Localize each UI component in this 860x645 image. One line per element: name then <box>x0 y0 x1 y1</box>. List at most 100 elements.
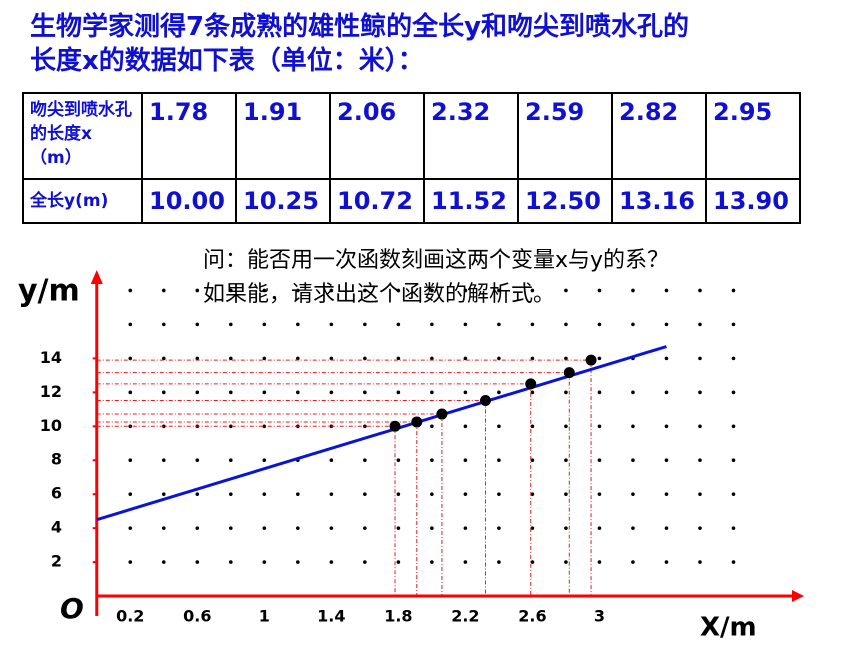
grid-dot <box>664 458 669 463</box>
table-cell: 13.16 <box>611 178 707 224</box>
grid-dot <box>396 390 401 395</box>
grid-dot <box>530 288 535 293</box>
grid-dot <box>195 288 200 293</box>
grid-dot <box>195 356 200 361</box>
data-point <box>585 354 597 366</box>
grid-dot <box>530 526 535 530</box>
table-cell: 13.90 <box>705 178 801 224</box>
grid-dot <box>698 288 702 293</box>
grid-dot <box>396 288 401 293</box>
grid-dot <box>664 390 669 395</box>
grid-dot <box>262 390 267 395</box>
x-tick-label: 0.6 <box>183 607 211 626</box>
grid-dot <box>664 322 669 327</box>
grid-dot <box>731 390 736 395</box>
grid-dot <box>564 288 568 293</box>
grid-dot <box>463 322 468 327</box>
title-line: 生物学家测得7条成熟的雄性鲸的全长y和吻尖到喷水孔的 <box>30 12 690 42</box>
title-line: 长度x的数据如下表（单位：米）： <box>30 46 424 76</box>
x-tick-label: 2.2 <box>451 607 479 626</box>
data-point <box>479 394 491 406</box>
grid-dot <box>564 492 568 496</box>
grid-dot <box>463 526 468 530</box>
grid-dot <box>128 526 133 530</box>
fit-line <box>96 345 667 522</box>
grid-dot <box>698 356 702 361</box>
grid-dot <box>564 560 568 564</box>
grid-dot <box>731 458 736 463</box>
grid-dot <box>731 526 736 530</box>
x-axis-label: X/m <box>700 613 757 643</box>
grid-dot <box>262 560 267 564</box>
grid-dot <box>329 390 334 395</box>
grid-dot <box>664 356 669 361</box>
grid-dot <box>229 356 233 361</box>
grid-dot <box>396 492 401 496</box>
grid-dot <box>128 492 133 496</box>
y-axis-label: y/m <box>18 274 80 309</box>
grid-dot <box>161 322 166 327</box>
grid-dot <box>664 492 669 496</box>
grid-dot <box>463 390 468 395</box>
table-cell: 2.95 <box>705 92 801 180</box>
grid-dot <box>597 526 602 530</box>
grid-dot <box>530 492 535 496</box>
grid-dot <box>631 288 635 293</box>
grid-dot <box>430 390 434 395</box>
grid-dot <box>530 424 535 429</box>
grid-dot <box>396 526 401 530</box>
table-row: 吻尖到喷水孔的长度x（m） 1.78 1.91 2.06 2.32 2.59 2.82 2.9… <box>22 92 801 180</box>
grid-dot <box>430 424 434 429</box>
x-tick-label: 0.2 <box>116 607 144 626</box>
table-cell: 1.78 <box>141 92 237 180</box>
grid-dot <box>731 560 736 564</box>
grid-dot <box>296 322 300 327</box>
grid-dot <box>731 322 736 327</box>
grid-dot <box>229 492 233 496</box>
grid-dot <box>363 356 367 361</box>
data-table: 吻尖到喷水孔的长度x（m） 1.78 1.91 2.06 2.32 2.59 2.82 2.9… <box>22 92 801 224</box>
grid-dot <box>698 424 702 429</box>
grid-dot <box>396 458 401 463</box>
grid-dot <box>497 356 501 361</box>
grid-dot <box>329 458 334 463</box>
grid-dot <box>664 288 669 293</box>
table-cell: 10.72 <box>329 178 425 224</box>
title: 生物学家测得7条成熟的雄性鲸的全长y和吻尖到喷水孔的 长度x的数据如下表（单位：… <box>30 10 689 78</box>
grid-dot <box>262 356 267 361</box>
grid-dot <box>564 526 568 530</box>
grid-dot <box>161 288 166 293</box>
grid-dot <box>430 356 434 361</box>
grid-dot <box>430 458 434 463</box>
grid-dot <box>161 492 166 496</box>
grid-dot <box>161 458 166 463</box>
grid-dot <box>631 390 635 395</box>
grid-dot <box>329 560 334 564</box>
grid-dot <box>195 458 200 463</box>
grid-dot <box>698 492 702 496</box>
y-tick-label: 8 <box>51 450 62 469</box>
grid-dot <box>396 560 401 564</box>
table-cell: 11.52 <box>423 178 519 224</box>
grid-dot <box>229 322 233 327</box>
grid-dot <box>664 424 669 429</box>
grid-dot <box>597 322 602 327</box>
grid-dot <box>296 288 300 293</box>
x-tick-label: 2.6 <box>518 607 546 626</box>
grid-dot <box>229 560 233 564</box>
grid-dot <box>597 390 602 395</box>
grid-dot <box>195 492 200 496</box>
grid-dot <box>597 458 602 463</box>
grid-dot <box>463 560 468 564</box>
grid-dot <box>161 424 166 429</box>
grid-dot <box>128 390 133 395</box>
grid-dot <box>262 458 267 463</box>
grid-dot <box>463 458 468 463</box>
y-tick-label: 2 <box>51 552 62 571</box>
table-cell: 2.06 <box>329 92 425 180</box>
grid-dot <box>296 390 300 395</box>
table-cell: 1.91 <box>235 92 331 180</box>
grid-dot <box>229 424 233 429</box>
grid-dot <box>128 458 133 463</box>
